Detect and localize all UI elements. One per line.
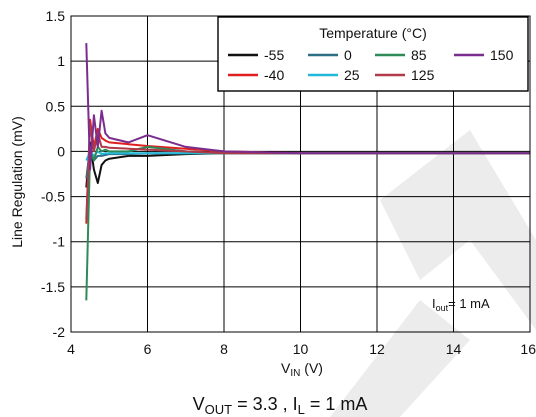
watermark-logo <box>330 130 536 417</box>
y-tick-label: 1.5 <box>46 8 66 24</box>
x-tick-label: 8 <box>220 341 228 357</box>
x-tick-label: 16 <box>520 341 536 357</box>
y-tick-label: -1 <box>53 234 66 250</box>
y-tick-label: -2 <box>53 324 66 340</box>
x-axis-title: VIN (V) <box>281 360 323 379</box>
chart-caption: VOUT = 3.3 , IL = 1 mA <box>193 394 368 417</box>
legend-label: 0 <box>344 47 352 63</box>
legend-label: 125 <box>411 67 435 83</box>
y-tick-label: 1 <box>57 53 65 69</box>
legend-title: Temperature (°C) <box>319 25 427 41</box>
legend-label: -55 <box>264 47 284 63</box>
legend-label: 85 <box>411 47 427 63</box>
x-tick-label: 12 <box>369 341 385 357</box>
y-tick-label: -1.5 <box>41 279 65 295</box>
legend-label: 25 <box>344 67 360 83</box>
watermark-shape <box>330 130 536 417</box>
x-tick-label: 6 <box>144 341 152 357</box>
legend-label: -40 <box>264 67 284 83</box>
y-tick-label: -0.5 <box>41 189 65 205</box>
legend-label: 150 <box>490 47 514 63</box>
svg-text:Iout= 1 mA: Iout= 1 mA <box>432 296 490 313</box>
legend: Temperature (°C) -55 0 85 150 -40 25 125 <box>218 17 528 91</box>
x-tick-label: 14 <box>446 341 462 357</box>
x-tick-label: 4 <box>67 341 75 357</box>
y-tick-labels: 1.5 1 0.5 0 -0.5 -1 -1.5 -2 <box>41 8 65 340</box>
y-tick-label: 0 <box>57 143 65 159</box>
y-tick-label: 0.5 <box>46 98 66 114</box>
x-tick-label: 10 <box>293 341 309 357</box>
iout-annotation: Iout= 1 mA <box>432 296 490 313</box>
y-axis-title: Line Regulation (mV) <box>9 116 25 248</box>
